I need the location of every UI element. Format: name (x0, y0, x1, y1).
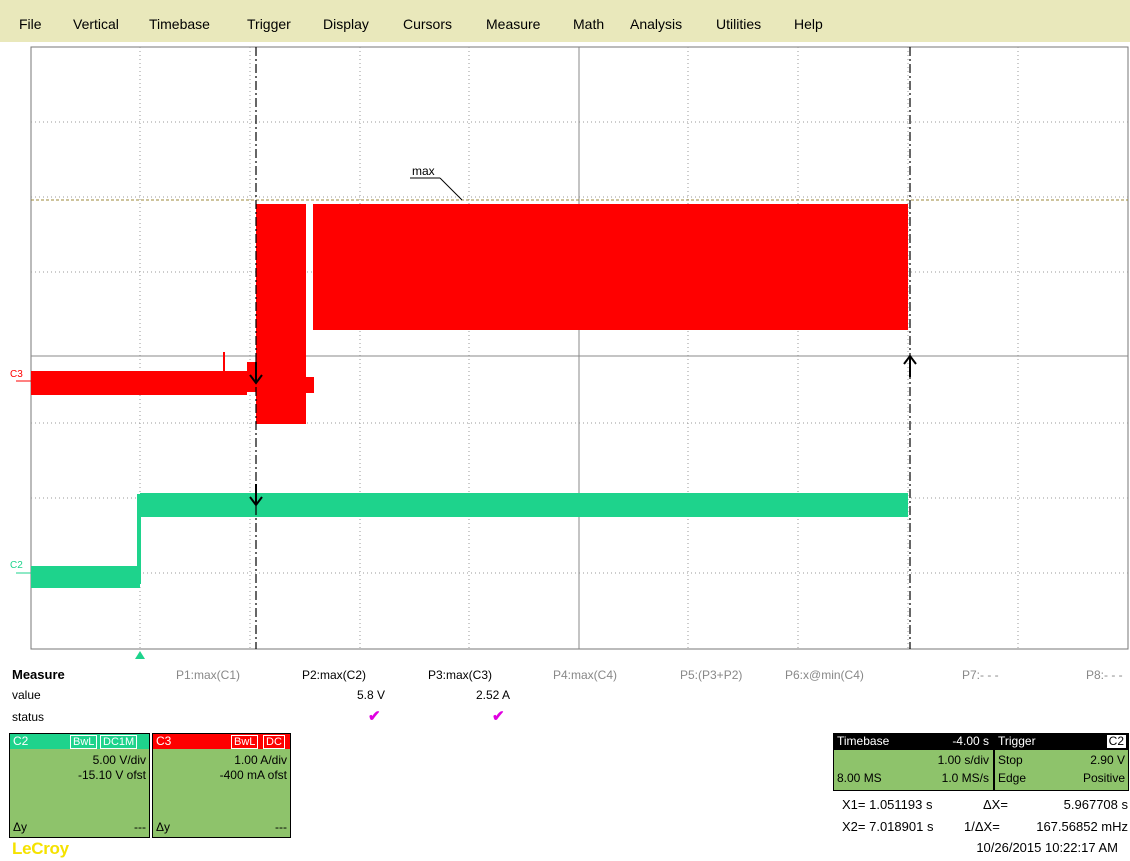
timebase-rate: 1.0 MS/s (941, 771, 989, 785)
trigger-mode: Stop (998, 753, 1023, 767)
channel-c2-dy-value: --- (134, 820, 146, 834)
param-p5-label[interactable]: P5:(P3+P2) (680, 668, 743, 682)
param-p2-value: 5.8 V (356, 688, 385, 702)
graticule (30, 46, 1129, 650)
lecroy-logo: LeCroy (12, 839, 69, 858)
timestamp: 10/26/2015 10:22:17 AM (976, 840, 1118, 855)
channel-c2-id: C2 (13, 734, 29, 748)
cursor-x1-c2-arrow-icon (249, 484, 263, 507)
channel-c3-coupling-badge: DC (263, 735, 285, 749)
cursor-dx-label: ΔX= (983, 797, 1008, 812)
menu-trigger[interactable]: Trigger (247, 16, 291, 32)
param-p7-label[interactable]: P7:- - - (962, 668, 999, 682)
channel-c3-offset: -400 mA ofst (219, 768, 287, 782)
c2-trace (31, 493, 908, 588)
timebase-delay: -4.00 s (952, 734, 989, 748)
channel-c2-bwl-badge: BwL (70, 735, 98, 749)
timebase-caption (834, 734, 993, 750)
measure-title[interactable]: Measure (12, 667, 65, 682)
menu-utilities[interactable]: Utilities (716, 16, 762, 32)
menu-vertical[interactable]: Vertical (73, 16, 119, 32)
trigger-caption (995, 734, 1128, 750)
menu-cursors[interactable]: Cursors (403, 16, 453, 32)
channel-c2-dy-label: Δy (13, 820, 28, 834)
cursor-x1-readout: X1= 1.051193 s (842, 797, 933, 812)
menu-timebase[interactable]: Timebase (149, 16, 210, 32)
param-p4-label[interactable]: P4:max(C4) (553, 668, 618, 682)
channel-c3-vdiv: 1.00 A/div (234, 753, 287, 767)
timebase-samples: 8.00 MS (837, 771, 882, 785)
cursor-x2-readout: X2= 7.018901 s (842, 819, 934, 834)
c2-ground-marker[interactable]: C2 (10, 560, 23, 571)
channel-c3-dy-value: --- (275, 820, 287, 834)
channel-c3-descriptor[interactable]: C3 BwL DC 1.00 A/div -400 mA ofst Δy --- (152, 733, 291, 838)
c3-ground-marker[interactable]: C3 (10, 369, 23, 380)
channel-c2-offset: -15.10 V ofst (77, 768, 146, 782)
measure-row-status: status (12, 710, 45, 724)
c3-trace (31, 204, 908, 424)
trigger-source: C2 (1106, 734, 1126, 748)
cursor-inv-label: 1/ΔX= (964, 819, 1000, 834)
menu-file[interactable]: File (19, 16, 42, 32)
param-p6-label[interactable]: P6:x@min(C4) (785, 668, 864, 682)
param-p3-label[interactable]: P3:max(C3) (428, 668, 493, 682)
max-label-leader (439, 177, 463, 201)
timebase-label: Timebase (837, 734, 890, 748)
trigger-descriptor[interactable]: Trigger C2 Stop 2.90 V Edge Positive (994, 733, 1129, 791)
measure-table: Measure value status P1:max(C1) P2:max(C… (0, 664, 1130, 730)
menu-bar: File Vertical Timebase Trigger Display C… (0, 0, 1130, 42)
param-p1-label[interactable]: P1:max(C1) (176, 668, 241, 682)
menu-analysis[interactable]: Analysis (630, 16, 683, 32)
cursor-x1-c3-arrow-icon (249, 362, 263, 385)
cursor-inv-value: 167.56852 mHz (1036, 819, 1128, 834)
channel-c3-caption (153, 734, 290, 749)
param-p2-status-check-icon: ✔ (368, 708, 381, 725)
channel-c2-vdiv: 5.00 V/div (92, 753, 146, 767)
channel-c2-caption (10, 734, 149, 749)
cursor-dx-value: 5.967708 s (1063, 797, 1128, 812)
param-p8-label[interactable]: P8:- - - (1086, 668, 1123, 682)
param-p2-label[interactable]: P2:max(C2) (302, 668, 367, 682)
trigger-level: 2.90 V (1090, 753, 1125, 767)
param-p3-status-check-icon: ✔ (492, 708, 505, 725)
channel-c2-coupling-badge: DC1M (100, 735, 138, 749)
menu-math[interactable]: Math (573, 16, 605, 32)
trigger-label: Trigger (998, 734, 1036, 748)
trigger-position-icon (135, 651, 145, 659)
param-p3-value: 2.52 A (475, 688, 510, 702)
menu-display[interactable]: Display (323, 16, 369, 32)
max-label: max (412, 164, 435, 178)
menu-measure[interactable]: Measure (486, 16, 541, 32)
channel-c2-descriptor[interactable]: C2 BwL DC1M 5.00 V/div -15.10 V ofst Δy … (9, 733, 150, 838)
channel-c3-id: C3 (156, 734, 172, 748)
channel-c3-bwl-badge: BwL (231, 735, 259, 749)
cursor-x2-c3-arrow-icon (903, 354, 917, 377)
channel-c3-dy-label: Δy (156, 820, 171, 834)
measure-row-value: value (12, 688, 41, 702)
waveform-display[interactable]: max C3 C2 (0, 42, 1130, 664)
trigger-type: Edge (998, 771, 1027, 785)
menu-help[interactable]: Help (794, 16, 823, 32)
trigger-slope: Positive (1082, 771, 1125, 785)
timebase-tdiv: 1.00 s/div (937, 753, 989, 767)
timebase-descriptor[interactable]: Timebase -4.00 s 1.00 s/div 8.00 MS 1.0 … (833, 733, 994, 791)
